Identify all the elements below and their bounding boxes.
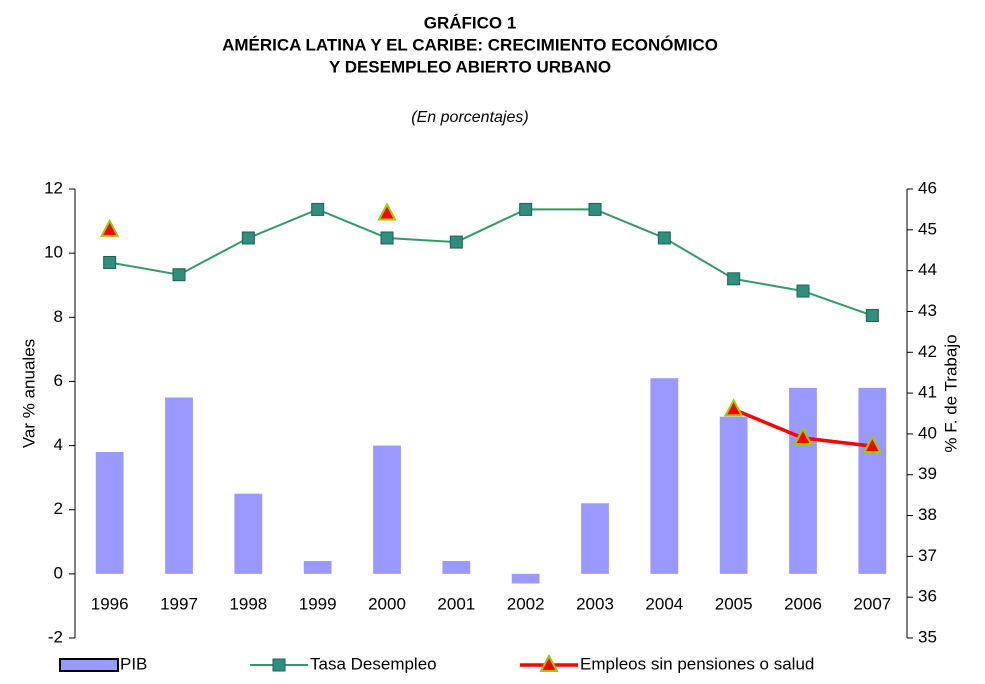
x-tick-label: 1996 [91, 594, 129, 613]
marker [793, 426, 813, 445]
chart-title: GRÁFICO 1 [424, 13, 517, 32]
marker [588, 202, 602, 216]
y2-tick-label: 36 [918, 587, 937, 606]
bar [650, 378, 679, 574]
x-tick-label: 2000 [368, 594, 406, 613]
marker [519, 202, 533, 216]
bar [719, 416, 748, 574]
y-axis-label: Var % anuales [19, 339, 38, 448]
marker [449, 235, 463, 249]
legend-swatch [59, 658, 119, 672]
y-tick-label: -2 [48, 627, 63, 646]
y2-tick-label: 41 [918, 383, 937, 402]
y2-tick-label: 39 [918, 464, 937, 483]
bar [95, 451, 124, 574]
bar [303, 561, 332, 574]
y2-tick-label: 45 [918, 219, 937, 238]
marker [657, 231, 671, 245]
marker [862, 435, 882, 454]
marker [377, 202, 397, 221]
marker [241, 231, 255, 245]
y2-tick-label: 40 [918, 423, 937, 442]
y-tick-label: 12 [44, 178, 63, 197]
marker [100, 218, 120, 237]
x-tick-label: 2006 [784, 594, 822, 613]
y-tick-label: 6 [54, 371, 63, 390]
bar [442, 561, 471, 574]
marker [380, 231, 394, 245]
y2-tick-label: 42 [918, 342, 937, 361]
y2-tick-label: 38 [918, 505, 937, 524]
legend-label: PIB [120, 654, 147, 673]
bar [165, 397, 193, 574]
marker [727, 272, 741, 286]
chart-subtitle: (En porcentajes) [411, 109, 528, 126]
bar [511, 573, 540, 584]
legend-marker [272, 658, 286, 672]
x-tick-label: 2005 [715, 594, 753, 613]
bar [234, 493, 263, 574]
y-tick-label: 4 [54, 435, 63, 454]
legend-item: Tasa Desempleo [250, 654, 437, 673]
x-tick-label: 2003 [576, 594, 614, 613]
y-tick-label: 8 [54, 307, 63, 326]
legend-item: PIB [59, 654, 147, 673]
marker [796, 284, 810, 298]
x-tick-label: 2004 [645, 594, 683, 613]
y2-tick-label: 46 [918, 178, 937, 197]
x-tick-label: 2001 [437, 594, 475, 613]
bar [789, 387, 817, 574]
x-tick-label: 1998 [229, 594, 267, 613]
y-tick-label: 10 [44, 243, 63, 262]
bar [858, 387, 887, 574]
x-tick-label: 1999 [299, 594, 337, 613]
bar [581, 503, 609, 574]
marker [172, 268, 186, 282]
y2-tick-label: 43 [918, 301, 937, 320]
marker [311, 202, 325, 216]
chart-title: AMÉRICA LATINA Y EL CARIBE: CRECIMIENTO … [222, 35, 718, 54]
x-tick-label: 1997 [160, 594, 198, 613]
legend-label: Tasa Desempleo [310, 654, 437, 673]
y-tick-label: 0 [54, 563, 63, 582]
y2-tick-label: 37 [918, 546, 937, 565]
x-tick-label: 2007 [853, 594, 891, 613]
bar [373, 445, 401, 574]
legend-label: Empleos sin pensiones o salud [580, 654, 814, 673]
chart-title: Y DESEMPLEO ABIERTO URBANO [329, 57, 611, 76]
x-tick-label: 2002 [507, 594, 545, 613]
y2-tick-label: 35 [918, 627, 937, 646]
marker [724, 398, 744, 417]
y-tick-label: 2 [54, 499, 63, 518]
marker [865, 309, 879, 323]
legend-item: Empleos sin pensiones o salud [520, 653, 814, 673]
legend-marker [539, 653, 559, 672]
line [109, 208, 873, 317]
marker [103, 255, 117, 269]
y2-tick-label: 44 [918, 260, 937, 279]
y2-axis-label: % F. de Trabajo [941, 334, 960, 452]
